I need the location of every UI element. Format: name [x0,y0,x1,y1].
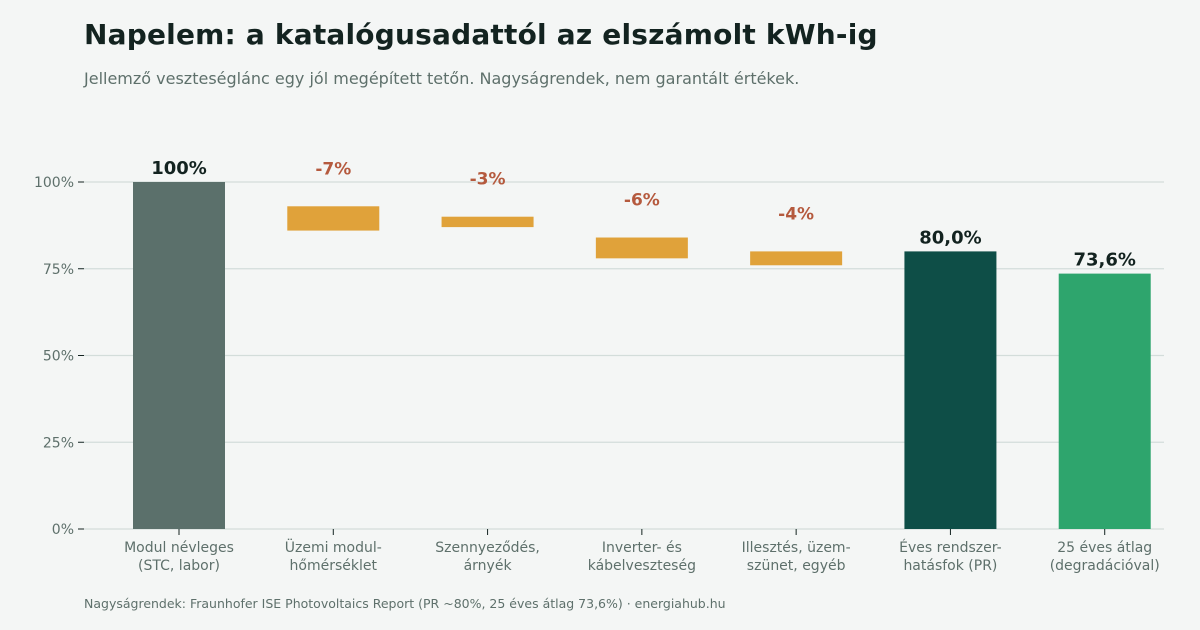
x-tick-label: Éves rendszer-hatásfok (PR) [899,539,1001,574]
x-tick-label-line: Inverter- és [602,540,682,556]
x-tick-label-line: Modul névleges [124,540,234,556]
data-label: -7% [315,159,351,179]
value-labels: 100% -7% -3% -6% -4% 80,0% 73,6% [151,158,1136,271]
x-tick-label: Üzemi modul-hőmérséklet [285,538,382,574]
data-label: -6% [624,191,660,211]
y-tick-label: 25% [43,435,74,451]
y-tick-label: 100% [34,175,74,191]
loss-bar [595,237,688,259]
x-tick-label-line: (degradációval) [1050,558,1160,574]
x-axis-ticks: Modul névleges (STC, labor) Üzemi modul-hő… [124,529,1160,574]
x-tick-label-line: Szennyeződés, [435,540,540,556]
data-label: 80,0% [919,227,981,248]
chart-subtitle: Jellemző veszteséglánc egy jól megépítet… [84,69,800,88]
total-bar [904,251,997,529]
data-label: 100% [151,158,207,179]
y-axis-ticks: 0% 25% 50% 75% 100% [34,175,84,538]
total-bar [1058,273,1151,529]
x-tick-label-line: Éves rendszer- [899,539,1001,556]
x-tick-label-line: 25 éves átlag [1057,540,1152,556]
x-tick-label: Inverter- és kábelveszteség [588,540,696,574]
total-bar [133,182,225,529]
x-tick-label: Illesztés, üzem-szünet, egyéb [742,540,851,574]
x-tick-label: 25 éves átlag (degradációval) [1050,540,1160,574]
chart-title: Napelem: a katalógusadattól az elszámolt… [84,18,878,51]
grid-lines [84,181,1164,530]
y-tick-label: 0% [52,522,74,538]
x-tick-label: Modul névleges (STC, labor) [124,540,234,574]
x-tick-label: Szennyeződés, árnyék [435,540,540,574]
x-tick-label-line: Üzemi modul- [285,538,382,556]
data-label: 73,6% [1073,250,1135,271]
y-tick-label: 75% [43,262,74,278]
x-tick-label-line: (STC, labor) [138,558,220,574]
x-tick-label-line: Illesztés, üzem- [742,540,851,556]
bars [133,182,1151,529]
loss-bar [750,251,843,266]
loss-bar [287,206,380,231]
x-tick-label-line: hatásfok (PR) [903,558,997,574]
y-tick-label: 50% [43,349,74,365]
x-tick-label-line: kábelveszteség [588,558,696,574]
source-footnote: Nagyságrendek: Fraunhofer ISE Photovolta… [84,596,726,611]
data-label: -4% [778,204,814,224]
data-label: -3% [470,170,506,190]
loss-bar [441,216,534,228]
x-tick-label-line: szünet, egyéb [747,558,846,574]
x-tick-label-line: hőmérséklet [290,558,378,574]
x-tick-label-line: árnyék [464,558,513,574]
